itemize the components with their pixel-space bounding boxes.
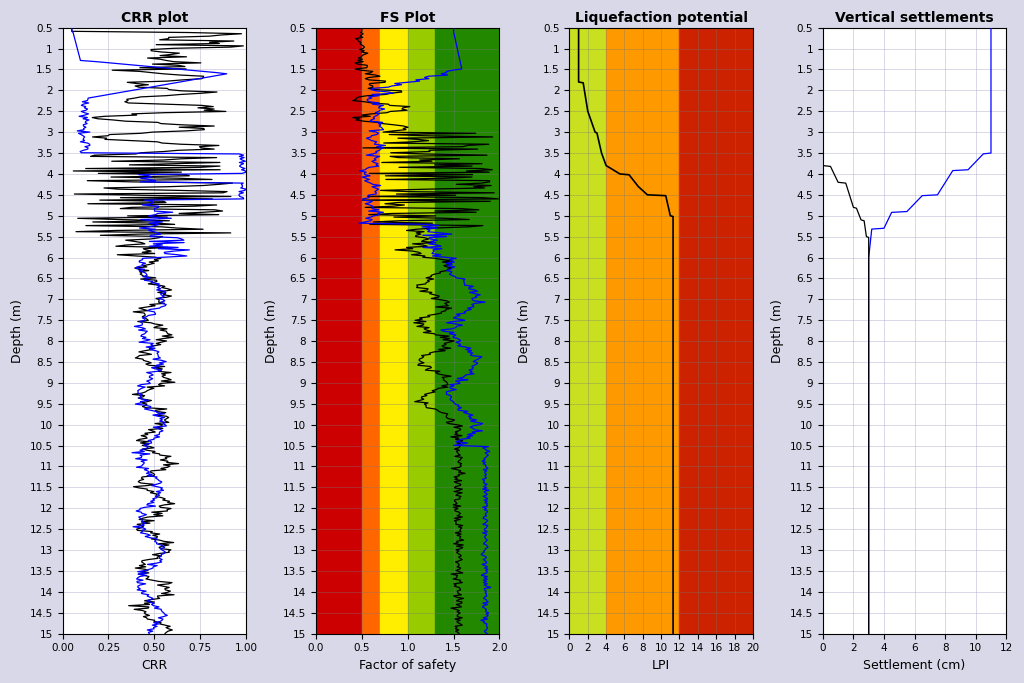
- X-axis label: LPI: LPI: [652, 659, 671, 672]
- Bar: [316, 28, 361, 634]
- X-axis label: Settlement (cm): Settlement (cm): [863, 659, 966, 672]
- X-axis label: Factor of safety: Factor of safety: [359, 659, 457, 672]
- Bar: [435, 28, 500, 634]
- X-axis label: CRR: CRR: [141, 659, 168, 672]
- Bar: [680, 28, 753, 634]
- Title: CRR plot: CRR plot: [121, 11, 188, 25]
- Title: Vertical settlements: Vertical settlements: [836, 11, 994, 25]
- Bar: [606, 28, 680, 634]
- Bar: [361, 28, 380, 634]
- Bar: [380, 28, 408, 634]
- Bar: [569, 28, 606, 634]
- Y-axis label: Depth (m): Depth (m): [771, 298, 784, 363]
- Y-axis label: Depth (m): Depth (m): [264, 298, 278, 363]
- Title: Liquefaction potential: Liquefaction potential: [574, 11, 748, 25]
- Bar: [408, 28, 435, 634]
- Y-axis label: Depth (m): Depth (m): [11, 298, 25, 363]
- Y-axis label: Depth (m): Depth (m): [518, 298, 530, 363]
- Title: FS Plot: FS Plot: [380, 11, 435, 25]
